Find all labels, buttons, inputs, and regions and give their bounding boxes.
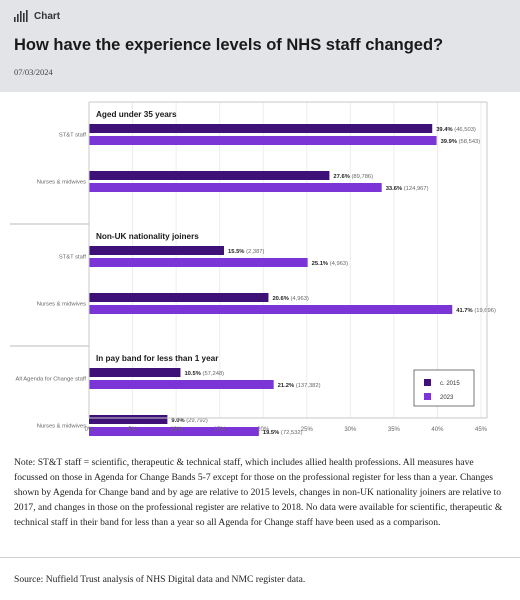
x-tick-label: 40%: [431, 427, 444, 433]
x-tick-label: 35%: [388, 427, 401, 433]
bar-label: 41.7% (19,696): [456, 308, 496, 314]
bar: [89, 171, 330, 180]
bar-label: 15.5% (2,387): [228, 249, 264, 255]
group-title: Non-UK nationality joiners: [96, 232, 199, 241]
bar: [89, 246, 225, 255]
bar-label: 33.6% (124,967): [386, 186, 429, 192]
row-label: Nurses & midwives: [37, 302, 86, 308]
divider: [0, 557, 520, 558]
chart-tag: Chart: [14, 10, 60, 22]
row-label: All Agenda for Change staff: [16, 377, 87, 383]
bar-label: 20.6% (4,963): [272, 296, 308, 302]
x-tick-label: 15%: [214, 427, 227, 433]
publish-date: 07/03/2024: [14, 67, 53, 77]
bar-label: 25.1% (4,963): [312, 261, 348, 267]
x-tick-label: 20%: [257, 427, 270, 433]
bar-label: 39.4% (46,503): [436, 127, 476, 133]
bar-label: 39.9% (58,543): [441, 139, 481, 145]
bar: [89, 368, 181, 377]
chart-tag-label: Chart: [34, 10, 61, 22]
bar-label: 21.2% (137,382): [278, 383, 321, 389]
page-title: How have the experience levels of NHS st…: [14, 36, 444, 54]
row-label: ST&T staff: [59, 255, 87, 261]
group-title: In pay band for less than 1 year: [96, 354, 219, 363]
row-label: Nurses & midwives: [37, 180, 86, 186]
bar: [89, 380, 274, 389]
bar-label: 19.5% (72,532): [263, 430, 303, 436]
x-tick-label: 30%: [344, 427, 357, 433]
x-tick-label: 0%: [85, 427, 94, 433]
row-label: Nurses & midwives: [37, 424, 86, 430]
legend-swatch: [424, 393, 431, 400]
bar: [89, 305, 453, 314]
bar-chart: Aged under 35 years ST&T staff 39.4% (46,5…: [10, 101, 496, 436]
legend-label: 2023: [440, 395, 454, 401]
x-tick-label: 25%: [301, 427, 314, 433]
bar-label: 27.6% (89,786): [333, 174, 373, 180]
x-tick-label: 10%: [170, 427, 183, 433]
bar: [89, 183, 382, 192]
legend-swatch: [424, 379, 431, 386]
group-title: Aged under 35 years: [96, 110, 177, 119]
legend-label: c. 2015: [440, 381, 460, 387]
bar-chart-icon: [14, 10, 28, 22]
bar: [89, 124, 433, 133]
chart-note: Note: ST&T staff = scientific, therapeut…: [14, 457, 503, 528]
chart-source: Source: Nuffield Trust analysis of NHS D…: [14, 574, 306, 585]
x-tick-label: 5%: [128, 427, 137, 433]
bar: [89, 427, 259, 436]
bar-label: 10.5% (57,248): [184, 371, 224, 377]
bar-label: 9.0% (29,792): [171, 418, 207, 424]
x-tick-label: 45%: [475, 427, 488, 433]
bar: [89, 415, 168, 424]
bar: [89, 258, 308, 267]
header-banner: Chart How have the experience levels of …: [0, 0, 520, 92]
row-label: ST&T staff: [59, 133, 87, 139]
bar: [89, 293, 269, 302]
bar: [89, 136, 437, 145]
